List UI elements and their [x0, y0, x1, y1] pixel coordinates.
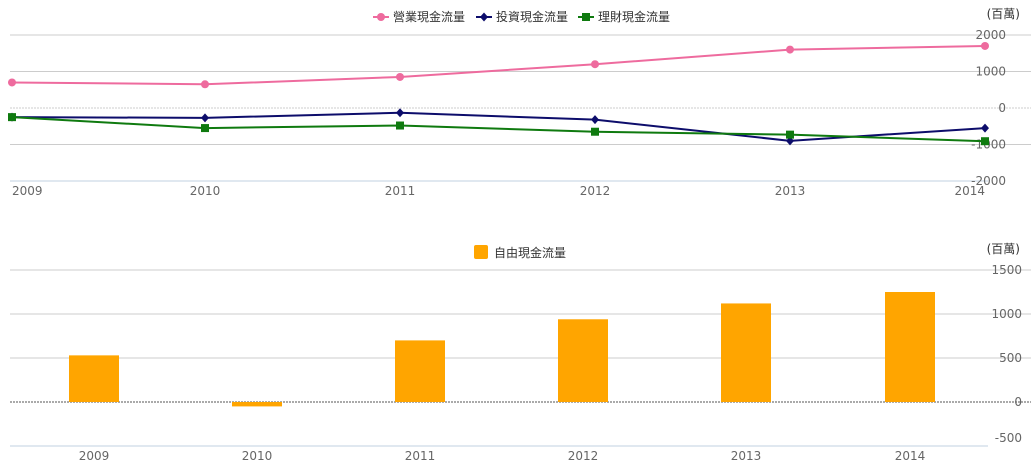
data-point	[981, 41, 989, 50]
legend-label: 理財現金流量	[598, 9, 670, 24]
x-tick-label: 2009	[12, 184, 43, 198]
x-tick-label: 2011	[405, 449, 436, 463]
data-point	[786, 45, 794, 54]
series-line	[11, 116, 986, 143]
y-tick-label: 500	[999, 351, 1022, 365]
bar	[721, 303, 771, 402]
x-tick-label: 2014	[954, 184, 985, 198]
data-point	[591, 60, 599, 69]
data-point	[201, 113, 209, 123]
x-tick-label: 2012	[568, 449, 599, 463]
x-tick-label: 2010	[190, 184, 221, 198]
bar	[232, 402, 282, 407]
x-tick-label: 2011	[385, 184, 416, 198]
unit-label: (百萬)	[987, 242, 1020, 256]
data-point	[591, 115, 599, 125]
bar	[885, 292, 935, 402]
legend-swatch	[474, 245, 488, 259]
legend-marker	[582, 13, 590, 21]
series-line	[11, 111, 986, 142]
data-point	[591, 127, 599, 136]
x-tick-label: 2010	[242, 449, 273, 463]
data-point	[201, 124, 209, 133]
data-point	[396, 121, 404, 130]
legend-marker	[480, 12, 488, 22]
legend-label: 自由現金流量	[494, 245, 566, 260]
y-tick-label: 0	[998, 101, 1006, 115]
series-line	[11, 44, 986, 86]
data-point	[396, 108, 404, 118]
x-tick-label: 2014	[895, 449, 926, 463]
legend-marker	[377, 13, 385, 21]
x-tick-label: 2013	[731, 449, 762, 463]
x-tick-label: 2013	[775, 184, 806, 198]
y-tick-label: 1500	[991, 263, 1022, 277]
y-tick-label: 1000	[975, 65, 1006, 79]
y-tick-label: 1000	[991, 307, 1022, 321]
data-point	[981, 137, 989, 146]
data-point	[8, 78, 16, 87]
y-tick-label: 2000	[975, 28, 1006, 42]
data-point	[201, 80, 209, 89]
x-tick-label: 2012	[580, 184, 611, 198]
data-point	[786, 130, 794, 139]
unit-label: (百萬)	[987, 7, 1020, 21]
data-point	[8, 113, 16, 122]
bar	[69, 355, 119, 402]
x-tick-label: 2009	[79, 449, 110, 463]
legend-label: 營業現金流量	[393, 9, 465, 24]
y-tick-label: -2000	[971, 174, 1006, 188]
y-tick-label: -500	[995, 431, 1022, 445]
y-tick-label: 0	[1014, 395, 1022, 409]
bar	[395, 340, 445, 402]
legend-label: 投資現金流量	[496, 9, 568, 24]
data-point	[396, 72, 404, 81]
data-point	[981, 123, 989, 133]
bar	[558, 319, 608, 402]
